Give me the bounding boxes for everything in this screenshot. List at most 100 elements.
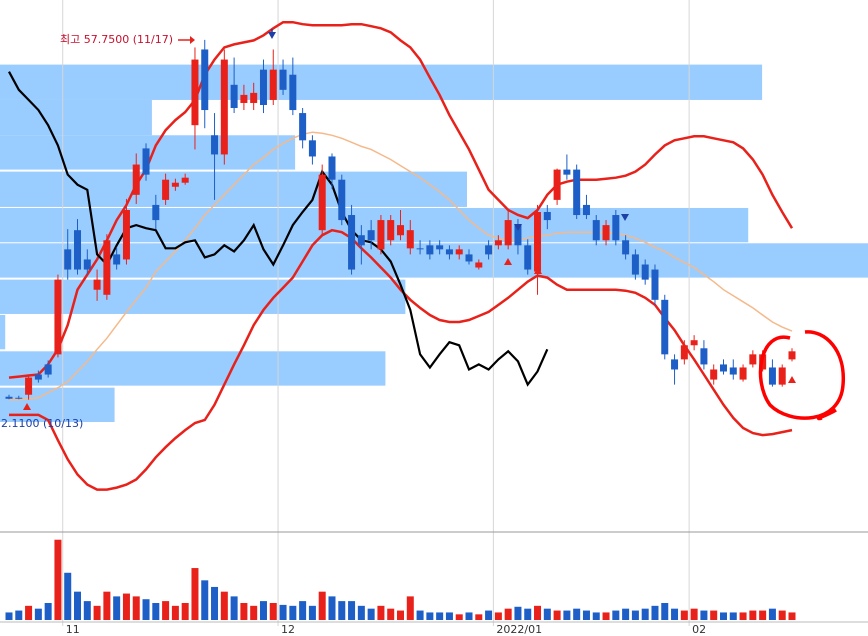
- volume-bar: [162, 601, 170, 620]
- x-tick-label: 02: [692, 623, 706, 636]
- indicator-line: [8, 71, 549, 387]
- candle-body: [191, 59, 199, 126]
- candle-body: [113, 254, 121, 265]
- volume-bar: [671, 608, 679, 620]
- candle-body: [671, 359, 679, 370]
- volume-bar: [749, 610, 757, 620]
- candle-body: [719, 364, 727, 372]
- volume-bar: [279, 604, 287, 620]
- candle-body: [514, 225, 522, 246]
- candle-body: [700, 348, 708, 365]
- candle-body: [230, 84, 238, 109]
- candle-body: [201, 49, 209, 111]
- volume-bar: [631, 610, 639, 620]
- candle-body: [289, 74, 297, 111]
- candle-body: [259, 69, 267, 105]
- candle-body: [504, 220, 512, 246]
- volume-bar: [788, 612, 796, 620]
- x-tick-label: 12: [281, 623, 295, 636]
- x-tick-label: 11: [66, 623, 80, 636]
- volume-bar: [132, 596, 140, 620]
- candle-body: [64, 249, 72, 270]
- profile-band: [0, 279, 406, 314]
- candle-body: [34, 374, 42, 380]
- volume-bar: [299, 601, 307, 620]
- profile-band: [0, 351, 386, 386]
- volume-bar: [103, 591, 111, 620]
- candle-body: [563, 169, 571, 175]
- volume-bar: [240, 603, 248, 620]
- candle-body: [162, 179, 170, 200]
- up-arrow: [504, 258, 512, 265]
- candle-body: [651, 269, 659, 300]
- candle-body: [416, 248, 424, 250]
- volume-bar: [485, 610, 493, 620]
- candle-body: [357, 235, 365, 246]
- candle-body: [729, 367, 737, 375]
- low-annotation: 22.1100 (10/13): [0, 417, 83, 430]
- volume-bar: [622, 608, 630, 620]
- volume-bar: [406, 596, 414, 620]
- volume-bar: [44, 603, 52, 620]
- volume-bar: [602, 612, 610, 620]
- candle-body: [622, 240, 630, 255]
- volume-bar: [524, 608, 532, 620]
- volume-bar: [651, 605, 659, 620]
- volume-bar: [113, 596, 121, 620]
- profile-band: [0, 64, 763, 100]
- arrows: [23, 29, 796, 410]
- candle-body: [612, 215, 620, 241]
- candle-body: [318, 174, 326, 231]
- candle-body: [524, 245, 532, 270]
- candle-body: [426, 245, 434, 255]
- candle-body: [103, 240, 111, 295]
- candle-body: [485, 245, 493, 255]
- volume-bar: [768, 608, 776, 620]
- volume-bar: [514, 606, 522, 620]
- candle-body: [592, 220, 600, 241]
- candle-body: [15, 397, 23, 399]
- candle-body: [465, 254, 473, 262]
- volume-bar: [83, 601, 91, 620]
- candle-body: [445, 249, 453, 255]
- candle-body: [142, 148, 150, 175]
- candle-body: [455, 249, 463, 255]
- candle-body: [338, 179, 346, 221]
- candle-body: [250, 92, 258, 103]
- volume-bar: [778, 610, 786, 620]
- candle-body: [74, 230, 82, 270]
- volume-bar: [220, 591, 228, 620]
- high-annotation: 최고 57.7500 (11/17): [60, 33, 173, 46]
- volume-bar: [181, 603, 189, 620]
- profile-band: [0, 171, 467, 207]
- volume-bar: [455, 614, 463, 620]
- volume-bar: [348, 601, 356, 620]
- grid: 11 12 2022/01 02: [62, 0, 706, 636]
- volume-bar: [230, 596, 238, 620]
- volume-bar: [15, 610, 23, 620]
- candle-body: [377, 220, 385, 250]
- volume-bar: [534, 605, 542, 620]
- indicator-line: [9, 131, 793, 401]
- down-arrow: [268, 32, 276, 39]
- candle-body: [308, 140, 316, 157]
- volume-bar: [93, 605, 101, 620]
- arrow-head: [190, 36, 195, 44]
- volume-bar: [690, 608, 698, 620]
- candle-body: [475, 262, 483, 268]
- candle-body: [387, 220, 395, 241]
- volume-bar: [211, 586, 219, 620]
- up-arrow: [788, 376, 796, 383]
- volume-bar: [289, 605, 297, 620]
- volume-bar: [367, 608, 375, 620]
- volume-bar: [739, 612, 747, 620]
- down-arrow: [514, 224, 522, 231]
- volume-bar: [436, 612, 444, 620]
- candle-body: [788, 351, 796, 360]
- candle-body: [602, 225, 610, 241]
- candle-body: [279, 69, 287, 90]
- candle-body: [641, 264, 649, 280]
- candle-body: [661, 299, 669, 355]
